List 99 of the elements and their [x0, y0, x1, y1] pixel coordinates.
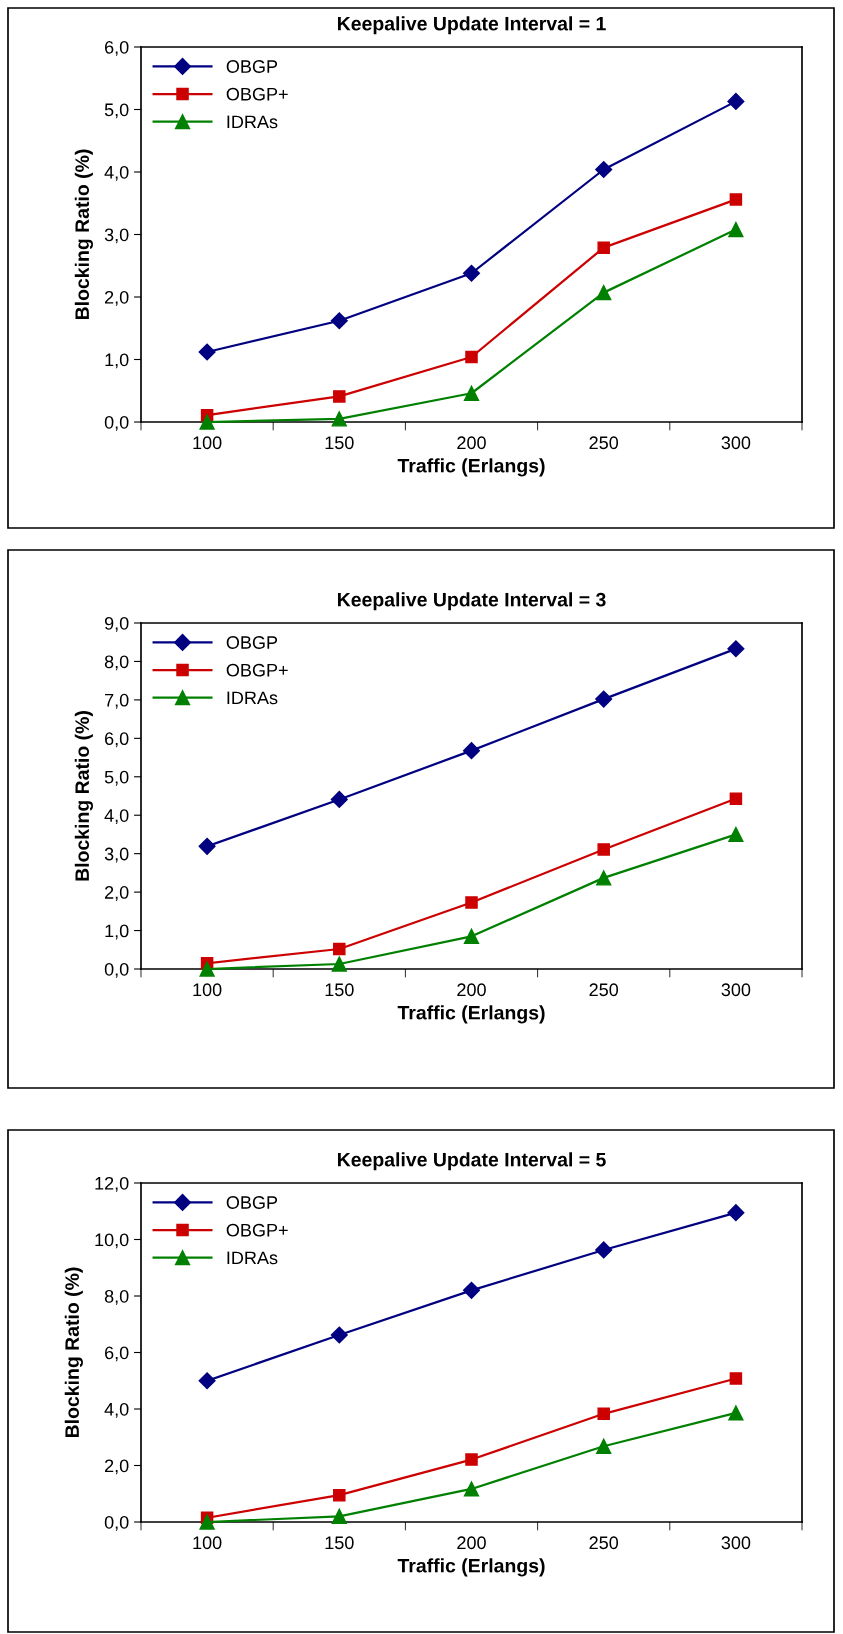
point [330, 790, 348, 809]
point [465, 1453, 478, 1466]
x-tick-label: 200 [457, 983, 486, 997]
point [596, 1438, 612, 1454]
x-tick-label: 300 [721, 1536, 751, 1550]
y-axis-title: Blocking Ratio (%) [74, 149, 93, 320]
y-tick-label: 8,0 [104, 655, 129, 671]
point [729, 792, 743, 805]
point [463, 928, 480, 944]
legend-label: OBGP+ [226, 87, 288, 101]
y-tick-label: 6,0 [105, 732, 129, 748]
point [595, 1241, 613, 1259]
legend-label: OBGP [226, 1196, 278, 1209]
y-tick-label: 2,0 [105, 290, 129, 306]
chart-title: Keepalive Update Interval = 1 [337, 16, 606, 35]
y-tick-label: 0,0 [104, 415, 129, 431]
point [462, 264, 481, 282]
x-axis-title: Traffic (Erlangs) [397, 458, 545, 477]
chart-title: Keepalive Update Interval = 5 [337, 1152, 606, 1171]
point [595, 160, 613, 179]
legend-label: IDRAs [227, 1251, 278, 1265]
point [728, 826, 744, 843]
point [465, 350, 478, 364]
x-tick-label: 250 [589, 983, 619, 997]
y-tick-label: 7,0 [105, 693, 129, 709]
y-tick-label: 2,0 [105, 886, 129, 901]
x-tick-label: 150 [325, 436, 354, 450]
point [331, 1508, 347, 1524]
point [727, 1204, 745, 1222]
x-tick-label: 100 [193, 436, 222, 450]
point [463, 1481, 480, 1497]
legend-label: OBGP [226, 60, 278, 73]
point [198, 1372, 216, 1390]
point [465, 896, 478, 909]
chart-title: Keepalive Update Interval = 3 [337, 592, 606, 611]
point [729, 193, 743, 206]
y-tick-label: 1,0 [105, 353, 129, 369]
point [728, 1405, 744, 1421]
y-axis-title: Blocking Ratio (%) [64, 1267, 83, 1438]
x-tick-label: 200 [457, 1536, 486, 1550]
legend-label: IDRAs [227, 115, 278, 129]
x-tick-label: 300 [721, 983, 751, 997]
y-tick-label: 8,0 [104, 1289, 129, 1305]
y-tick-label: 0,0 [104, 1515, 129, 1531]
y-axis-title: Blocking Ratio (%) [74, 711, 93, 881]
point [333, 390, 346, 403]
point [333, 942, 346, 956]
y-tick-label: 10,0 [95, 1233, 129, 1249]
y-tick-label: 5,0 [104, 103, 129, 119]
x-tick-label: 250 [589, 1536, 619, 1550]
point [198, 343, 216, 361]
x-tick-label: 250 [589, 436, 619, 450]
point [597, 241, 610, 254]
x-tick-label: 300 [721, 436, 751, 450]
y-tick-label: 4,0 [104, 1402, 129, 1418]
x-axis-title: Traffic (Erlangs) [397, 1558, 545, 1577]
x-tick-label: 100 [193, 983, 222, 997]
y-tick-label: 3,0 [104, 847, 129, 863]
point [198, 837, 216, 855]
point [595, 690, 613, 708]
point [727, 640, 745, 658]
point [463, 385, 480, 401]
point [462, 742, 481, 760]
point [330, 1326, 348, 1344]
point [199, 414, 215, 430]
y-tick-label: 12,0 [95, 1176, 129, 1192]
y-tick-label: 4,0 [104, 809, 129, 825]
y-tick-label: 2,0 [105, 1459, 129, 1475]
point [333, 1488, 346, 1502]
point [596, 870, 612, 886]
y-tick-label: 4,0 [104, 165, 129, 181]
y-tick-label: 5,0 [104, 770, 129, 786]
point [331, 411, 347, 427]
point [727, 92, 745, 110]
point [597, 1407, 610, 1421]
y-tick-label: 1,0 [105, 924, 129, 940]
point [597, 843, 610, 856]
y-tick-label: 9,0 [104, 616, 129, 632]
legend-label: OBGP+ [226, 1223, 288, 1237]
x-tick-label: 150 [325, 1536, 354, 1550]
x-tick-label: 100 [193, 1536, 222, 1550]
point [199, 1514, 215, 1530]
y-tick-label: 6,0 [105, 40, 129, 56]
point [330, 312, 348, 330]
x-tick-label: 150 [325, 983, 354, 997]
y-tick-label: 0,0 [104, 962, 129, 978]
legend-label: OBGP+ [226, 663, 288, 677]
point [199, 961, 215, 977]
legend-label: OBGP [226, 636, 278, 649]
x-axis-title: Traffic (Erlangs) [397, 1005, 545, 1024]
point [729, 1372, 743, 1385]
point [728, 221, 744, 238]
y-tick-label: 3,0 [104, 228, 129, 244]
point [331, 956, 347, 972]
point [596, 284, 612, 301]
y-tick-label: 6,0 [105, 1346, 129, 1362]
legend-label: IDRAs [227, 691, 278, 705]
x-tick-label: 200 [457, 436, 486, 450]
point [462, 1281, 481, 1299]
